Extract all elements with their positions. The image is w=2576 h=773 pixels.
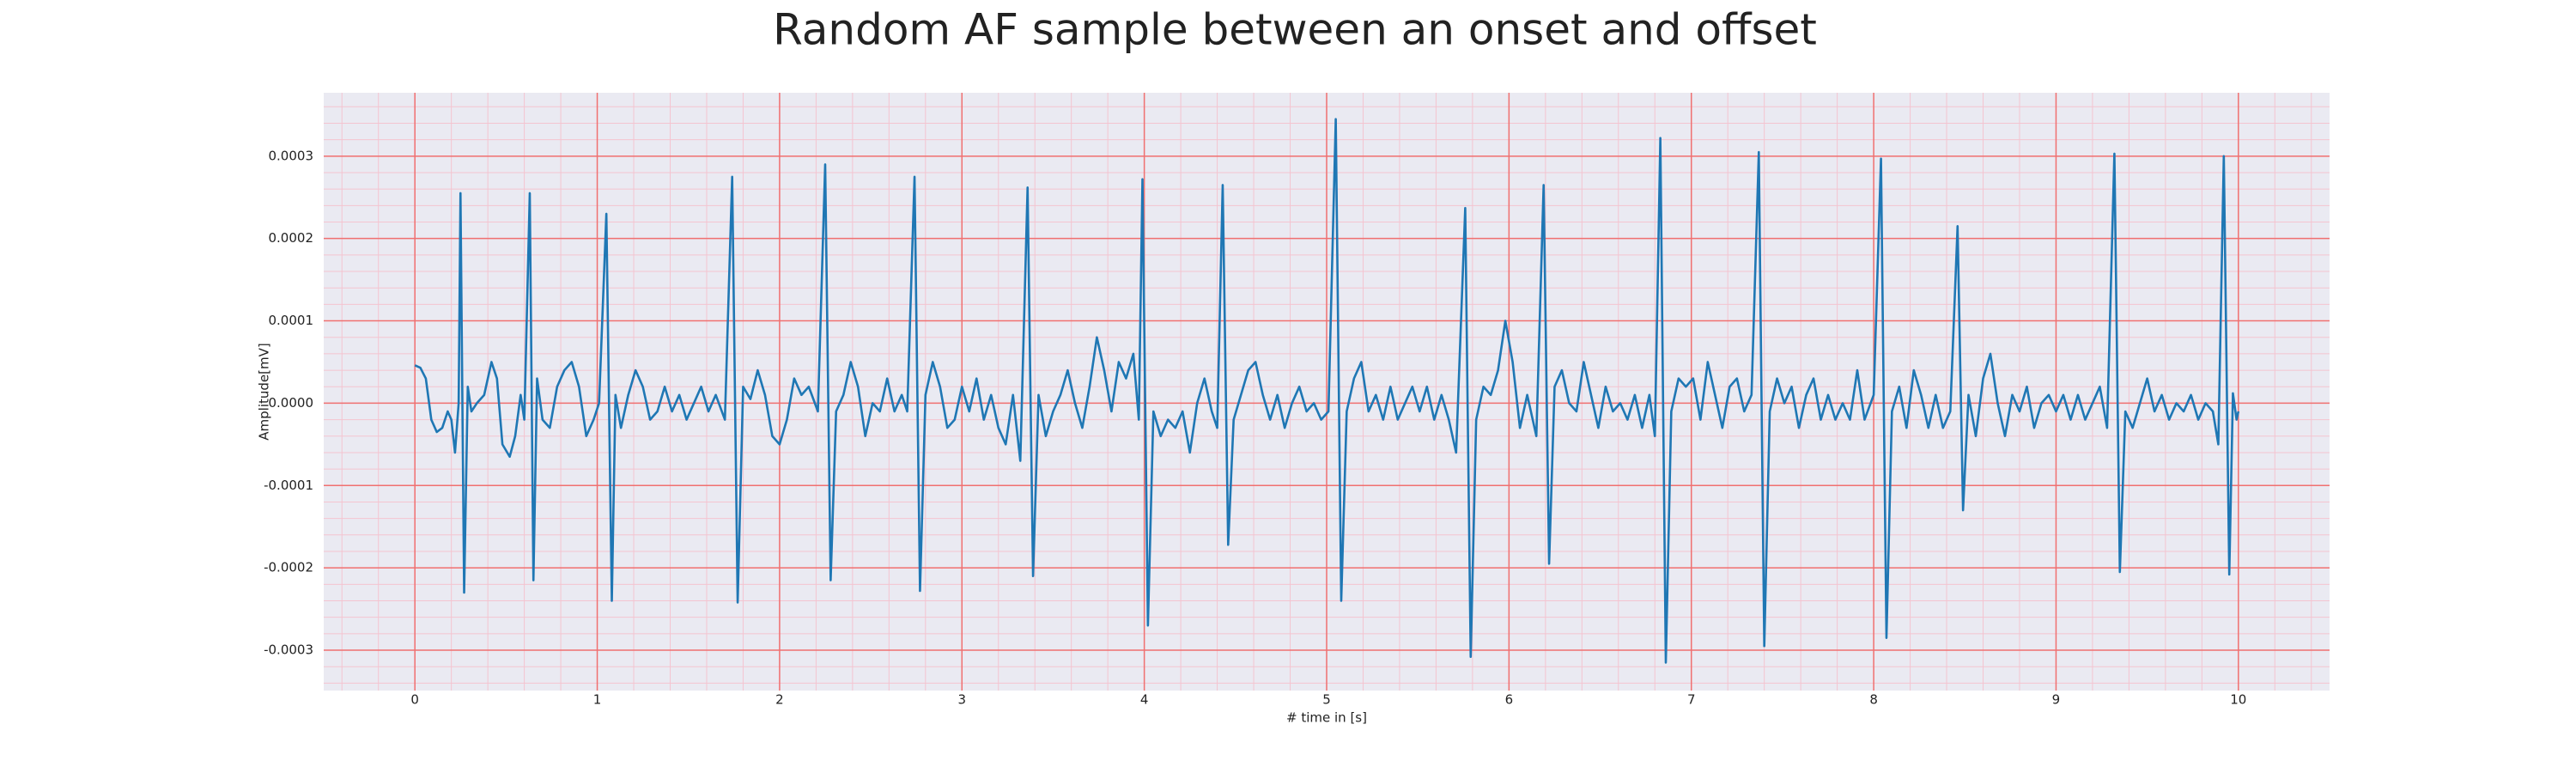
signal-line — [414, 118, 2240, 664]
labels: 0 1 2 3 4 5 6 7 8 9 10 -0.0003 -0.0002 -0.0001 0.0000 0… — [264, 148, 2246, 707]
y-tick-label: -0.0003 — [264, 642, 313, 658]
x-tick-label: 0 — [410, 692, 419, 708]
y-tick-label: 0.0003 — [269, 148, 314, 163]
x-tick-label: 4 — [1140, 692, 1149, 708]
x-tick-label: 1 — [593, 692, 602, 708]
x-tick-label: 10 — [2230, 692, 2246, 708]
x-tick-label: 7 — [1687, 692, 1696, 708]
y-tick-label: -0.0002 — [264, 560, 313, 575]
x-axis-label: # time in [s] — [1286, 710, 1367, 726]
x-tick-label: 2 — [775, 692, 784, 708]
y-tick-label: 0.0002 — [269, 230, 314, 246]
y-tick-label: 0.0001 — [269, 313, 314, 328]
x-tick-label: 6 — [1505, 692, 1514, 708]
x-tick-label: 9 — [2052, 692, 2061, 708]
y-axis-label: Amplitude[mV] — [257, 343, 272, 440]
y-tick-label: -0.0001 — [264, 478, 313, 493]
grid — [324, 93, 2330, 691]
x-tick-label: 5 — [1322, 692, 1331, 708]
x-tick-label: 8 — [1869, 692, 1878, 708]
marks — [414, 118, 2240, 664]
y-tick-label: 0.0000 — [269, 395, 314, 411]
chart-title: Random AF sample between an onset and of… — [773, 5, 1817, 55]
x-tick-label: 3 — [957, 692, 966, 708]
